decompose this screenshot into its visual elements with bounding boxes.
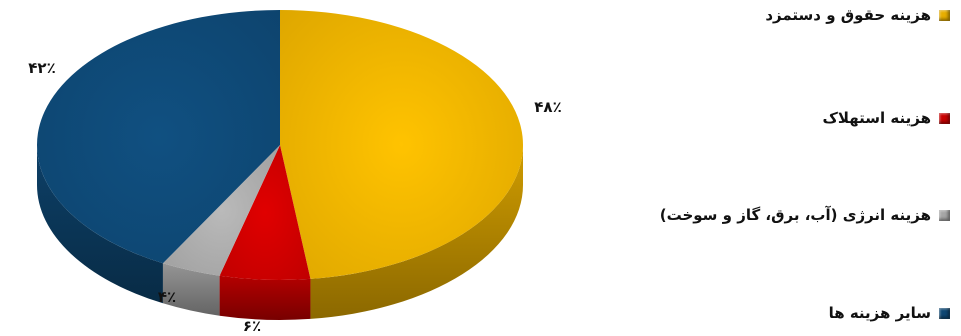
- pie-slice-other: [36, 9, 280, 264]
- legend-label-salary: هزینه حقوق و دستمزد: [765, 6, 931, 24]
- pie-chart: ۴۸٪ ۶٪ ۴٪ ۴۲٪: [28, 9, 562, 335]
- pie-label-salary: ۴۸٪: [534, 98, 561, 116]
- pie-tops: [36, 9, 524, 280]
- pie-slice-depreciation: [219, 145, 311, 280]
- chart-legend: هزینه حقوق و دستمزد هزینه استهلاک هزینه …: [610, 0, 950, 336]
- legend-swatch-depreciation: [939, 112, 950, 124]
- pie-label-other: ۴۲٪: [28, 59, 55, 77]
- pie-sides: [37, 145, 523, 320]
- legend-item-energy: هزینه انرژی (آب، برق، گاز و سوخت): [660, 206, 950, 224]
- legend-label-energy: هزینه انرژی (آب، برق، گاز و سوخت): [659, 206, 931, 224]
- pie-label-depreciation: ۶٪: [243, 317, 261, 335]
- legend-swatch-salary: [939, 9, 950, 21]
- pie-side-depreciation: [219, 275, 311, 320]
- legend-item-depreciation: هزینه استهلاک: [823, 109, 950, 127]
- legend-label-depreciation: هزینه استهلاک: [822, 109, 931, 127]
- legend-swatch-other: [939, 307, 950, 319]
- pie-label-energy: ۴٪: [158, 288, 176, 306]
- legend-item-salary: هزینه حقوق و دستمزد: [765, 6, 950, 24]
- legend-label-other: سایر هزینه ها: [828, 304, 931, 322]
- pie-side-energy: [162, 263, 220, 316]
- pie-labels: ۴۸٪ ۶٪ ۴٪ ۴۲٪: [28, 59, 561, 335]
- legend-item-other: سایر هزینه ها: [829, 304, 950, 322]
- pie-side-other: [37, 145, 163, 304]
- pie-slice-salary: [280, 10, 524, 279]
- pie-side-salary: [310, 145, 523, 319]
- legend-swatch-energy: [939, 209, 950, 221]
- pie-slice-energy: [162, 145, 280, 276]
